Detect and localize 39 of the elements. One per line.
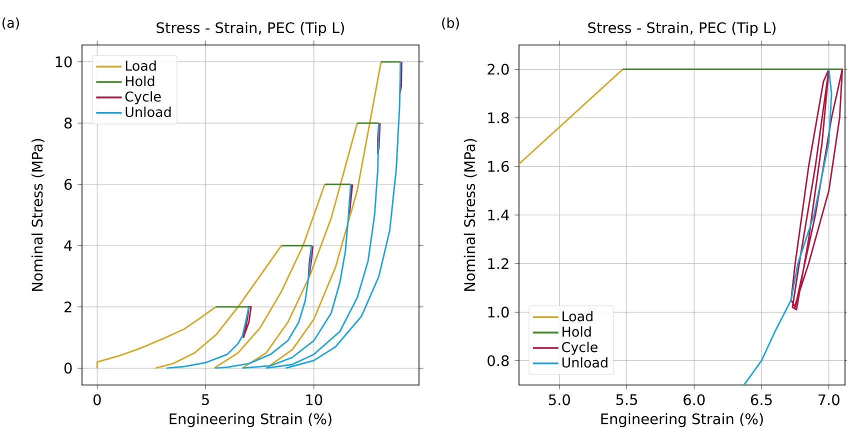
text: (a) [2,17,19,30]
legend-label: Unload [562,357,608,368]
y-axis-title: Nominal Stress (MPa) [464,138,477,291]
x-axis-title: Engineering Strain (%) [601,413,763,428]
y-tick-label: 2 [64,302,72,312]
y-tick-label: 4 [64,240,72,251]
y-tick-label: 0.8 [488,355,509,366]
x-tick-label: 5 [202,394,209,406]
y-tick-label: 8 [64,118,72,129]
y-tick-label: 1.2 [488,258,508,269]
legend-label: Hold [562,326,591,337]
y-tick-label: 10 [56,56,72,68]
x-axis-title: Engineering Strain (%) [170,413,332,428]
x-tick-label: 5.0 [549,394,570,406]
x-tick-label: 10 [306,394,322,406]
y-tick-label: 1.6 [488,160,509,172]
legend-label: Unload [126,106,171,118]
legend-label: Cycle [562,342,598,355]
legend-label: Load [562,310,592,322]
x-tick-label: 6.0 [684,394,705,406]
y-tick-label: 0 [64,362,72,374]
legend-label: Cycle [125,91,161,104]
y-tick-label: 6 [64,178,72,190]
legend-label: Load [126,60,156,71]
y-tick-label: 2.0 [488,64,509,75]
y-tick-label: 1.8 [488,112,509,124]
chart-title: Stress - Strain, PEC (Tip L) [588,22,776,36]
x-tick-label: 5.5 [616,394,638,406]
line-series [790,68,844,310]
x-tick-label: 6.5 [750,394,772,406]
y-tick-label: 1.0 [488,306,509,318]
text: (b) [442,17,459,30]
x-tick-label: 0 [94,394,101,406]
y-tick-label: 1.4 [488,210,509,220]
line-series [743,68,832,385]
x-tick-label: 7.0 [818,394,840,406]
chart-title: Stress - Strain, PEC (Tip L) [156,22,344,36]
legend-label: Hold [126,76,154,86]
y-axis-title: Nominal Stress (MPa) [31,138,44,291]
